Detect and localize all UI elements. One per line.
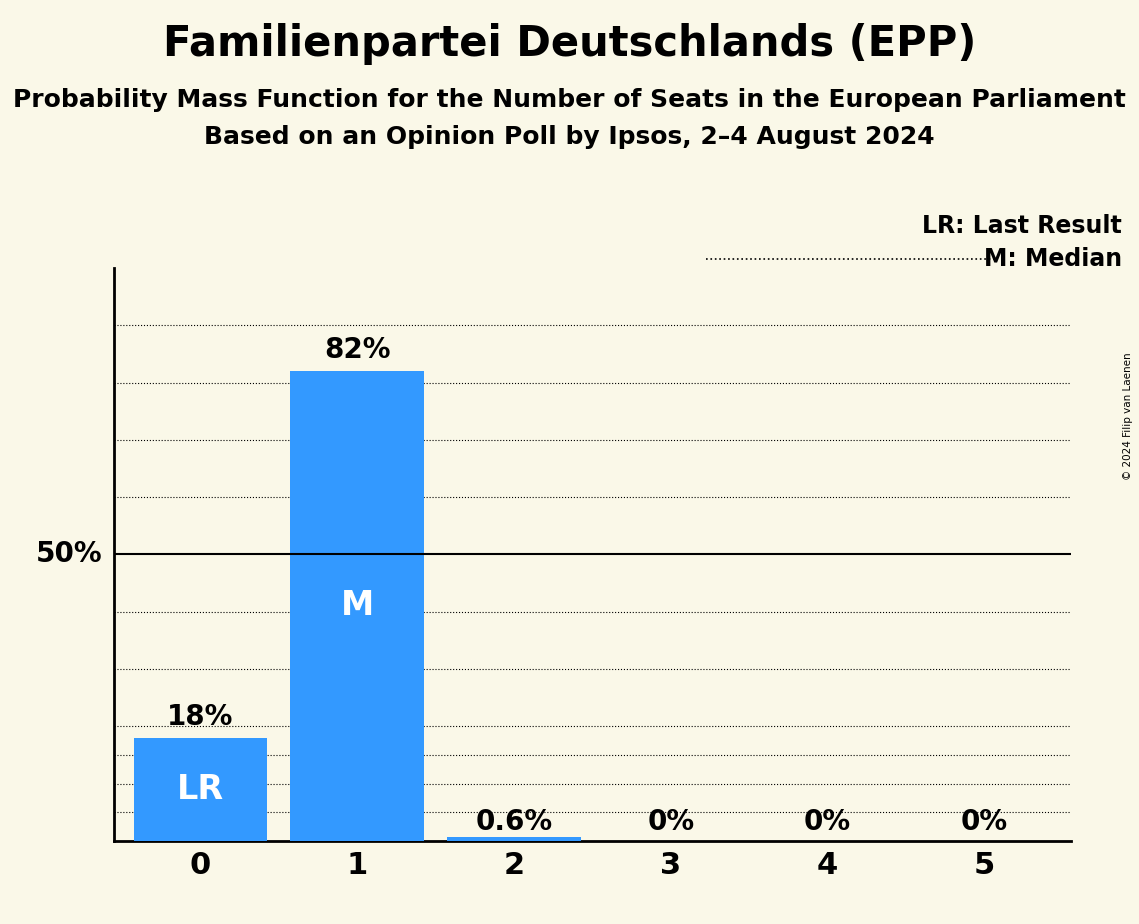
Text: 0%: 0% [804,808,851,836]
Text: 0.6%: 0.6% [475,808,552,836]
Bar [133,737,267,841]
Bar [290,371,424,841]
Text: LR: LR [177,772,223,806]
Text: 50%: 50% [36,541,103,568]
Text: Familienpartei Deutschlands (EPP): Familienpartei Deutschlands (EPP) [163,23,976,65]
Bar [448,837,581,841]
Text: 18%: 18% [167,703,233,731]
Text: Probability Mass Function for the Number of Seats in the European Parliament: Probability Mass Function for the Number… [13,88,1126,112]
Text: Based on an Opinion Poll by Ipsos, 2–4 August 2024: Based on an Opinion Poll by Ipsos, 2–4 A… [204,125,935,149]
Text: 82%: 82% [323,336,391,364]
Text: 0%: 0% [961,808,1008,836]
Text: © 2024 Filip van Laenen: © 2024 Filip van Laenen [1123,352,1133,480]
Text: LR: Last Result: LR: Last Result [923,214,1122,238]
Text: M: Median: M: Median [984,247,1122,271]
Text: M: M [341,590,374,623]
Text: 0%: 0% [647,808,695,836]
